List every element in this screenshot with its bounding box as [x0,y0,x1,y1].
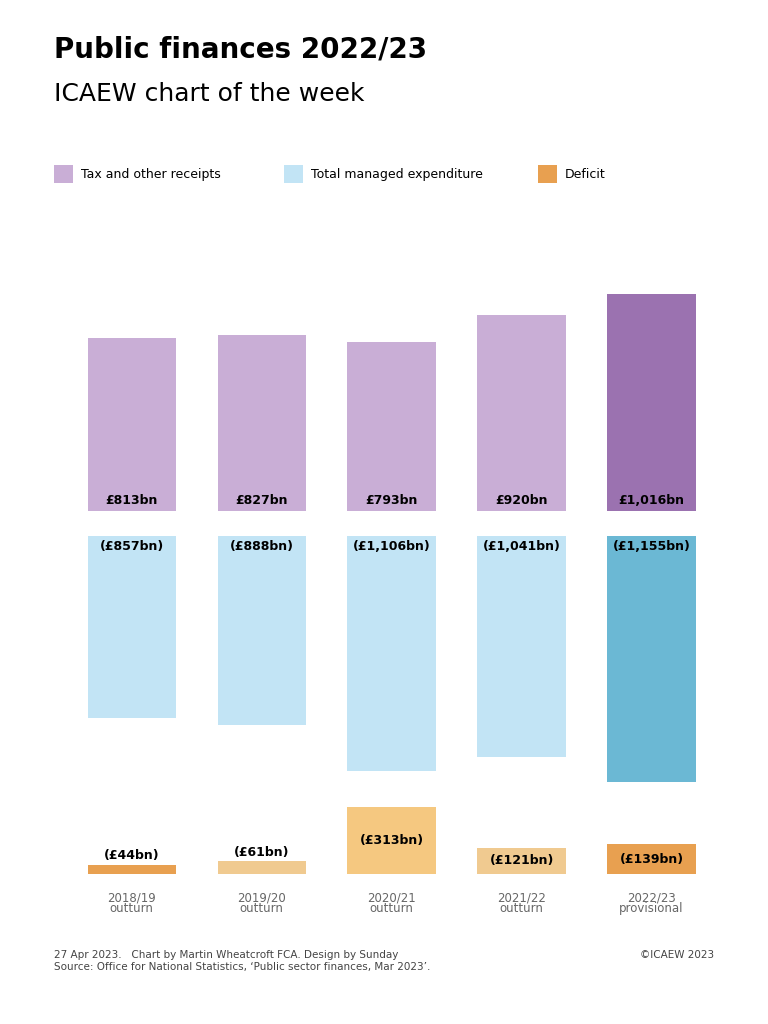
Bar [607,845,696,873]
Text: ©ICAEW 2023: ©ICAEW 2023 [640,950,714,961]
Bar [217,861,306,873]
Text: (£1,155bn): (£1,155bn) [613,540,690,553]
Bar [478,536,566,758]
Bar [347,342,436,511]
Text: (£313bn): (£313bn) [359,835,424,847]
Text: (£44bn): (£44bn) [104,849,160,862]
Text: outturn: outturn [369,901,414,914]
Bar [88,864,176,873]
Text: Deficit: Deficit [564,168,605,180]
Text: £793bn: £793bn [366,494,418,507]
Text: outturn: outturn [110,901,154,914]
Text: (£121bn): (£121bn) [489,854,554,867]
Bar [88,536,176,719]
Text: outturn: outturn [240,901,283,914]
Bar [217,536,306,725]
Text: £1,016bn: £1,016bn [618,494,684,507]
Text: £827bn: £827bn [236,494,288,507]
Text: 2018/19: 2018/19 [108,892,156,905]
Bar [478,848,566,873]
Text: (£888bn): (£888bn) [230,540,293,553]
Text: Tax and other receipts: Tax and other receipts [81,168,220,180]
Bar [478,314,566,511]
Text: outturn: outturn [500,901,544,914]
Text: (£857bn): (£857bn) [100,540,164,553]
Bar [607,536,696,781]
Text: 2021/22: 2021/22 [497,892,546,905]
Text: (£1,041bn): (£1,041bn) [483,540,561,553]
Text: 2022/23: 2022/23 [627,892,676,905]
Text: provisional: provisional [619,901,684,914]
Text: 2020/21: 2020/21 [367,892,416,905]
Text: 2019/20: 2019/20 [237,892,286,905]
Text: (£61bn): (£61bn) [234,846,290,859]
Text: (£1,106bn): (£1,106bn) [353,540,431,553]
Bar [347,807,436,873]
Bar [217,335,306,511]
Text: 27 Apr 2023.   Chart by Martin Wheatcroft FCA. Design by Sunday
Source: Office f: 27 Apr 2023. Chart by Martin Wheatcroft … [54,950,430,972]
Bar [88,338,176,511]
Text: Total managed expenditure: Total managed expenditure [311,168,483,180]
Text: (£139bn): (£139bn) [620,853,684,865]
Text: £920bn: £920bn [495,494,548,507]
Bar [347,536,436,771]
Text: £813bn: £813bn [105,494,158,507]
Bar [607,294,696,511]
Text: Public finances 2022/23: Public finances 2022/23 [54,36,427,63]
Text: ICAEW chart of the week: ICAEW chart of the week [54,82,364,105]
